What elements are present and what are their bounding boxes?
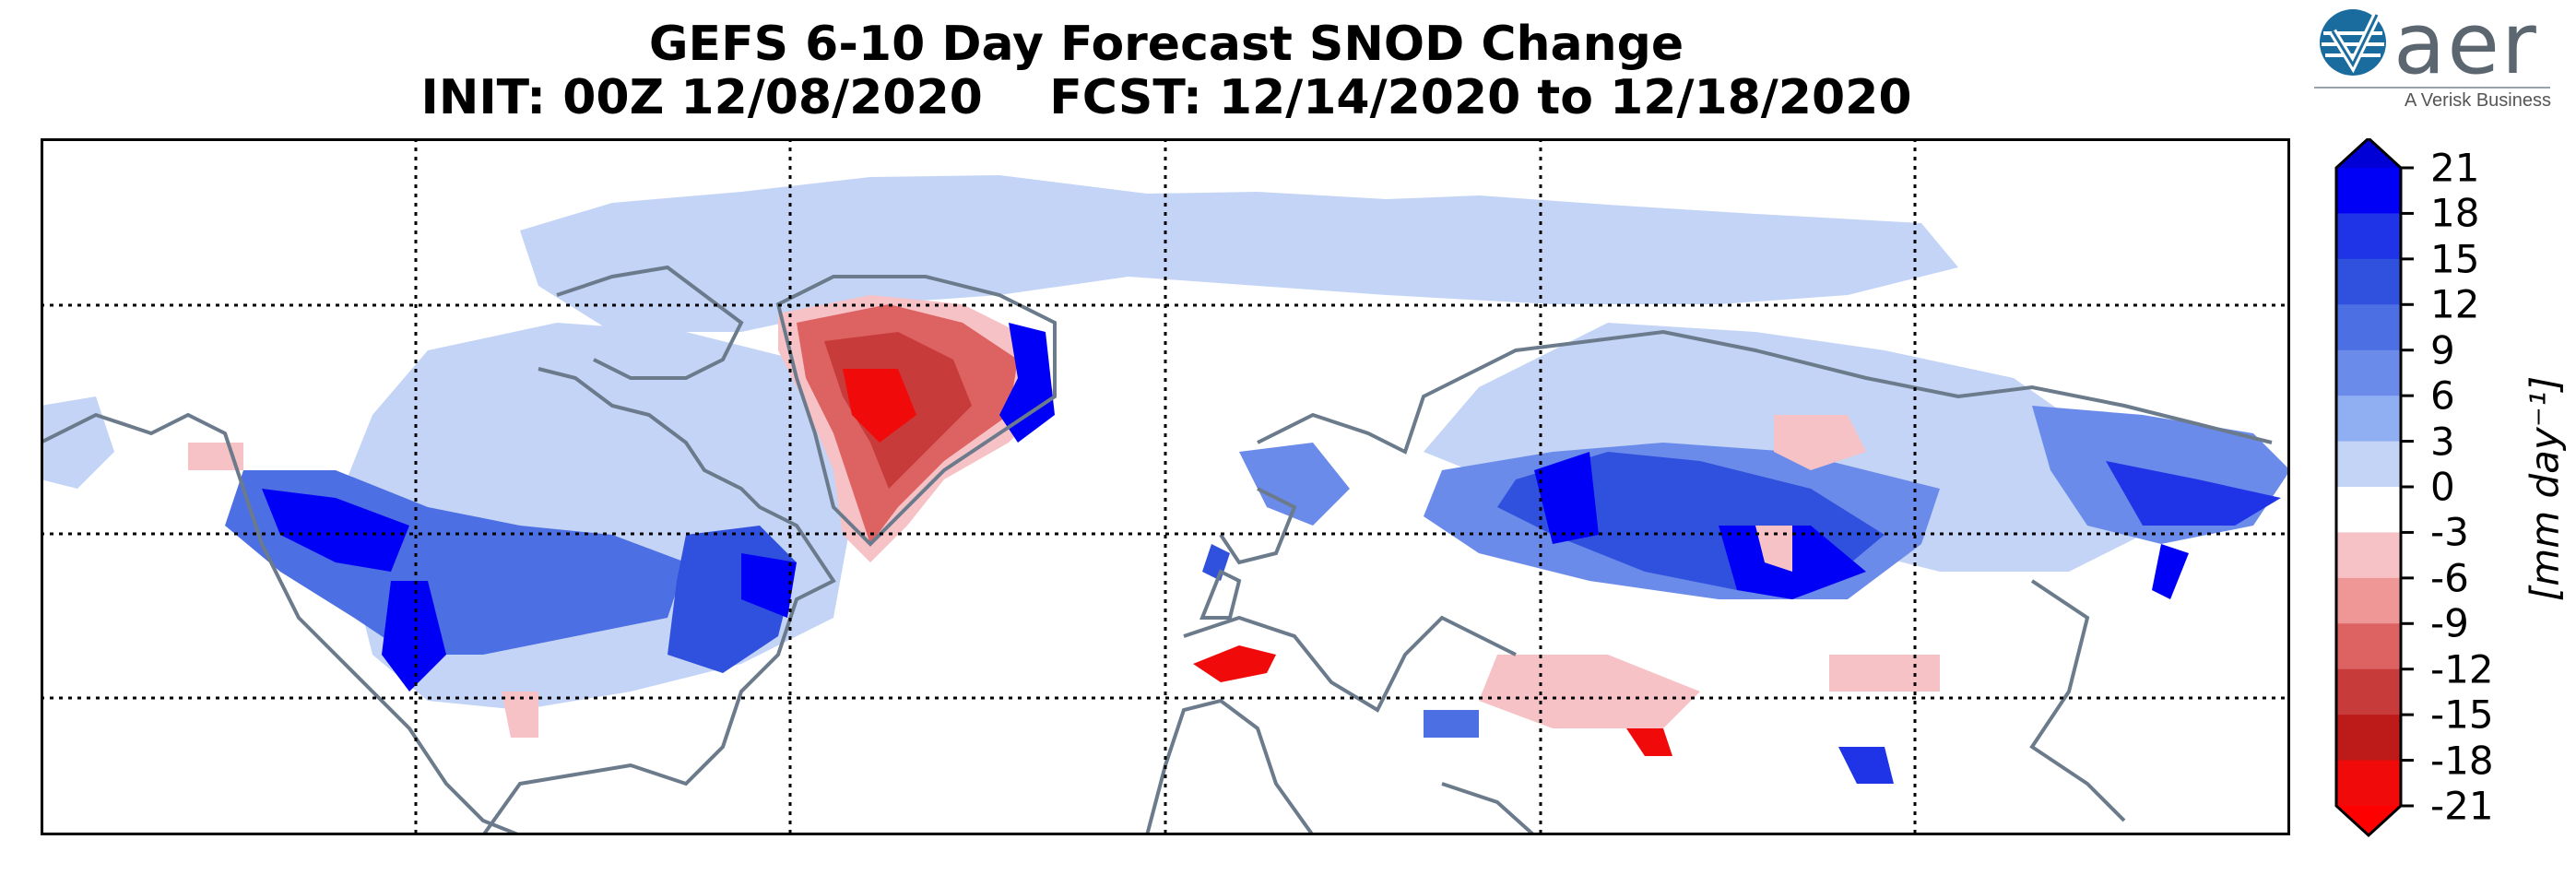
colorbar-level bbox=[2336, 487, 2401, 533]
colorbar-level bbox=[2336, 577, 2401, 624]
snod-change-shading bbox=[41, 175, 2290, 784]
colorbar-tick-label: -15 bbox=[2430, 692, 2494, 738]
colorbar-tick-label: -12 bbox=[2430, 646, 2494, 692]
colorbar-level bbox=[2336, 623, 2401, 670]
colorbar-level bbox=[2336, 441, 2401, 488]
colorbar-extend-high bbox=[2336, 138, 2401, 168]
lat-lon-gridlines bbox=[41, 138, 2290, 835]
chart-subtitle: INIT: 00Z 12/08/2020 FCST: 12/14/2020 to… bbox=[420, 70, 1912, 125]
colorbar-tick-label: 18 bbox=[2430, 190, 2480, 236]
colorbar-level bbox=[2336, 396, 2401, 443]
colorbar bbox=[2334, 138, 2414, 838]
colorbar-level bbox=[2336, 349, 2401, 396]
colorbar-level bbox=[2336, 532, 2401, 579]
colorbar-tick-label: -6 bbox=[2430, 555, 2469, 601]
colorbar-tick-label: -3 bbox=[2430, 509, 2469, 555]
colorbar-level bbox=[2336, 715, 2401, 762]
colorbar-tick-label: -18 bbox=[2430, 738, 2494, 784]
snow-depth-change-map bbox=[41, 138, 2290, 835]
colorbar-extend-low bbox=[2336, 806, 2401, 835]
colorbar-tick-label: 6 bbox=[2430, 372, 2455, 419]
colorbar-tick-label: 3 bbox=[2430, 419, 2455, 465]
colorbar-level bbox=[2336, 760, 2401, 807]
colorbar-tick-label: -9 bbox=[2430, 600, 2469, 646]
colorbar-level bbox=[2336, 668, 2401, 715]
coastline-outlines bbox=[41, 265, 2273, 835]
colorbar-tick-label: 0 bbox=[2430, 464, 2455, 510]
colorbar-tick-label: 9 bbox=[2430, 327, 2455, 373]
colorbar-level bbox=[2336, 168, 2401, 214]
aer-logo-globe-icon bbox=[2320, 9, 2386, 76]
colorbar-level bbox=[2336, 258, 2401, 305]
logo-wordmark: aer bbox=[2393, 0, 2538, 93]
logo-divider bbox=[2314, 87, 2550, 89]
chart-title: GEFS 6-10 Day Forecast SNOD Change bbox=[648, 17, 1684, 72]
colorbar-tick-label: 12 bbox=[2430, 281, 2480, 327]
colorbar-tick-label: 21 bbox=[2430, 145, 2480, 191]
colorbar-level bbox=[2336, 304, 2401, 351]
logo-tagline: A Verisk Business bbox=[2405, 90, 2551, 111]
colorbar-units-label: [mm day⁻¹] bbox=[2522, 375, 2568, 602]
colorbar-tick-label: 15 bbox=[2430, 236, 2480, 282]
colorbar-level bbox=[2336, 213, 2401, 260]
colorbar-tick-label: -21 bbox=[2430, 783, 2494, 829]
